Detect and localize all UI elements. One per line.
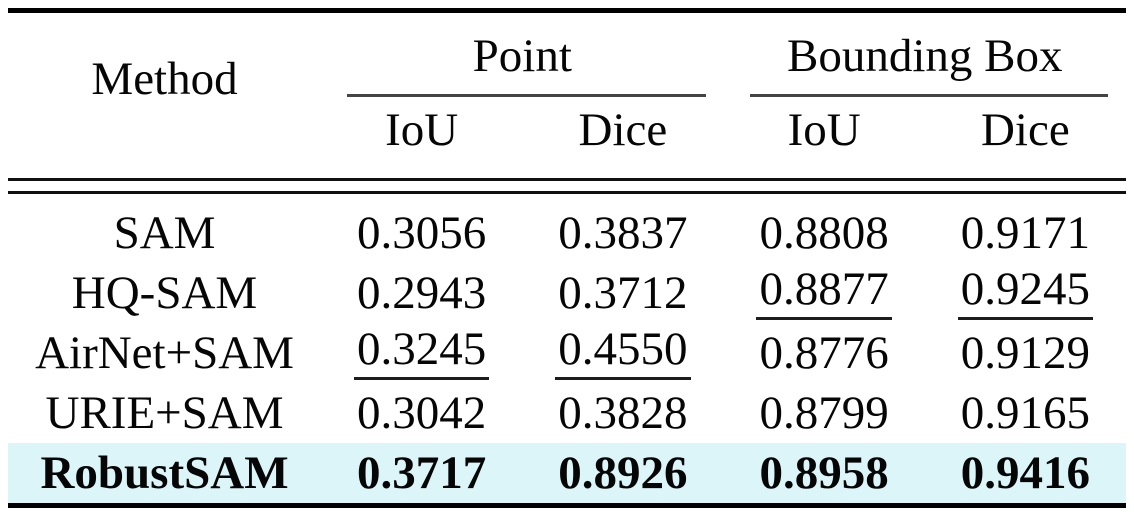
value: 0.9165 bbox=[960, 386, 1090, 439]
table-row-airnet-sam: AirNet+SAM 0.3245 0.4550 0.8776 0.9129 bbox=[8, 323, 1126, 383]
value-cell: 0.8958 bbox=[724, 446, 925, 499]
value-cell: 0.3837 bbox=[522, 206, 723, 259]
value: 0.8808 bbox=[759, 206, 889, 259]
value-cell: 0.3042 bbox=[321, 386, 522, 439]
column-groups: Point Bounding Box IoU Dice IoU Dice bbox=[321, 13, 1126, 160]
value: 0.9129 bbox=[960, 326, 1090, 379]
table-row-sam: SAM 0.3056 0.3837 0.8808 0.9171 bbox=[8, 203, 1126, 263]
method-cell: AirNet+SAM bbox=[35, 326, 294, 379]
double-rule-gap bbox=[8, 181, 1126, 191]
value: 0.3056 bbox=[357, 206, 487, 259]
table-body: SAM 0.3056 0.3837 0.8808 0.9171 HQ-SAM 0… bbox=[8, 203, 1126, 503]
method-cell: SAM bbox=[113, 206, 216, 259]
value-underlined: 0.8877 bbox=[756, 266, 892, 320]
value: 0.8776 bbox=[759, 326, 889, 379]
table-row-hq-sam: HQ-SAM 0.2943 0.3712 0.8877 0.9245 bbox=[8, 263, 1126, 323]
value: 0.8926 bbox=[558, 446, 688, 499]
value-cell: 0.8877 bbox=[724, 266, 925, 320]
double-rule-line-top bbox=[8, 178, 1126, 181]
value-underlined: 0.9245 bbox=[957, 266, 1093, 320]
group-header-bounding-box: Bounding Box bbox=[724, 13, 1126, 100]
value-cell: 0.9165 bbox=[925, 386, 1126, 439]
table-row-robustsam-highlighted: RobustSAM 0.3717 0.8926 0.8958 0.9416 bbox=[8, 443, 1126, 503]
value-cell: 0.9416 bbox=[925, 446, 1126, 499]
top-rule bbox=[8, 8, 1126, 13]
value: 0.3712 bbox=[558, 266, 688, 319]
group-header-row: Point Bounding Box bbox=[321, 13, 1126, 100]
group-header-point: Point bbox=[321, 13, 723, 100]
value-cell: 0.2943 bbox=[321, 266, 522, 319]
value-cell: 0.8799 bbox=[724, 386, 925, 439]
method-column-header: Method bbox=[91, 53, 238, 105]
value-cell: 0.9245 bbox=[925, 266, 1126, 320]
value-cell: 0.3712 bbox=[522, 266, 723, 319]
value-cell: 0.8926 bbox=[522, 446, 723, 499]
value: 0.8799 bbox=[759, 386, 889, 439]
value-cell: 0.9171 bbox=[925, 206, 1126, 259]
value-cell: 0.3245 bbox=[321, 326, 522, 380]
subheader-bbox-iou: IoU bbox=[787, 103, 861, 156]
cmidrule-bounding-box bbox=[749, 94, 1108, 97]
method-cell: RobustSAM bbox=[40, 446, 289, 499]
value-cell: 0.8808 bbox=[724, 206, 925, 259]
bottom-rule bbox=[8, 503, 1126, 508]
value: 0.3828 bbox=[558, 386, 688, 439]
value: 0.8958 bbox=[759, 446, 889, 499]
value: 0.9171 bbox=[960, 206, 1090, 259]
subheader-point-dice: Dice bbox=[578, 103, 668, 156]
value: 0.3717 bbox=[357, 446, 487, 499]
value-cell: 0.8776 bbox=[724, 326, 925, 379]
value: 0.2943 bbox=[357, 266, 487, 319]
value-cell: 0.3828 bbox=[522, 386, 723, 439]
value-cell: 0.3056 bbox=[321, 206, 522, 259]
value: 0.3837 bbox=[558, 206, 688, 259]
cmidrule-point bbox=[347, 94, 706, 97]
value-underlined: 0.4550 bbox=[555, 326, 691, 380]
results-table: Method Point Bounding Box IoU Dice IoU D… bbox=[8, 8, 1126, 508]
table-header: Method Point Bounding Box IoU Dice IoU D… bbox=[8, 13, 1126, 160]
subheader-bbox-dice: Dice bbox=[980, 103, 1070, 156]
header-body-double-rule bbox=[8, 178, 1126, 194]
value: 0.9416 bbox=[960, 446, 1090, 499]
value-underlined: 0.3245 bbox=[354, 326, 490, 380]
value-cell: 0.9129 bbox=[925, 326, 1126, 379]
value-cell: 0.4550 bbox=[522, 326, 723, 380]
subcolumn-header-row: IoU Dice IoU Dice bbox=[321, 100, 1126, 160]
value-cell: 0.3717 bbox=[321, 446, 522, 499]
method-cell: HQ-SAM bbox=[71, 266, 258, 319]
value: 0.3042 bbox=[357, 386, 487, 439]
subheader-point-iou: IoU bbox=[385, 103, 459, 156]
group-label-point: Point bbox=[472, 30, 572, 82]
method-cell: URIE+SAM bbox=[45, 386, 284, 439]
table-row-urie-sam: URIE+SAM 0.3042 0.3828 0.8799 0.9165 bbox=[8, 383, 1126, 443]
double-rule-line-bottom bbox=[8, 191, 1126, 194]
group-label-bounding-box: Bounding Box bbox=[787, 30, 1063, 82]
